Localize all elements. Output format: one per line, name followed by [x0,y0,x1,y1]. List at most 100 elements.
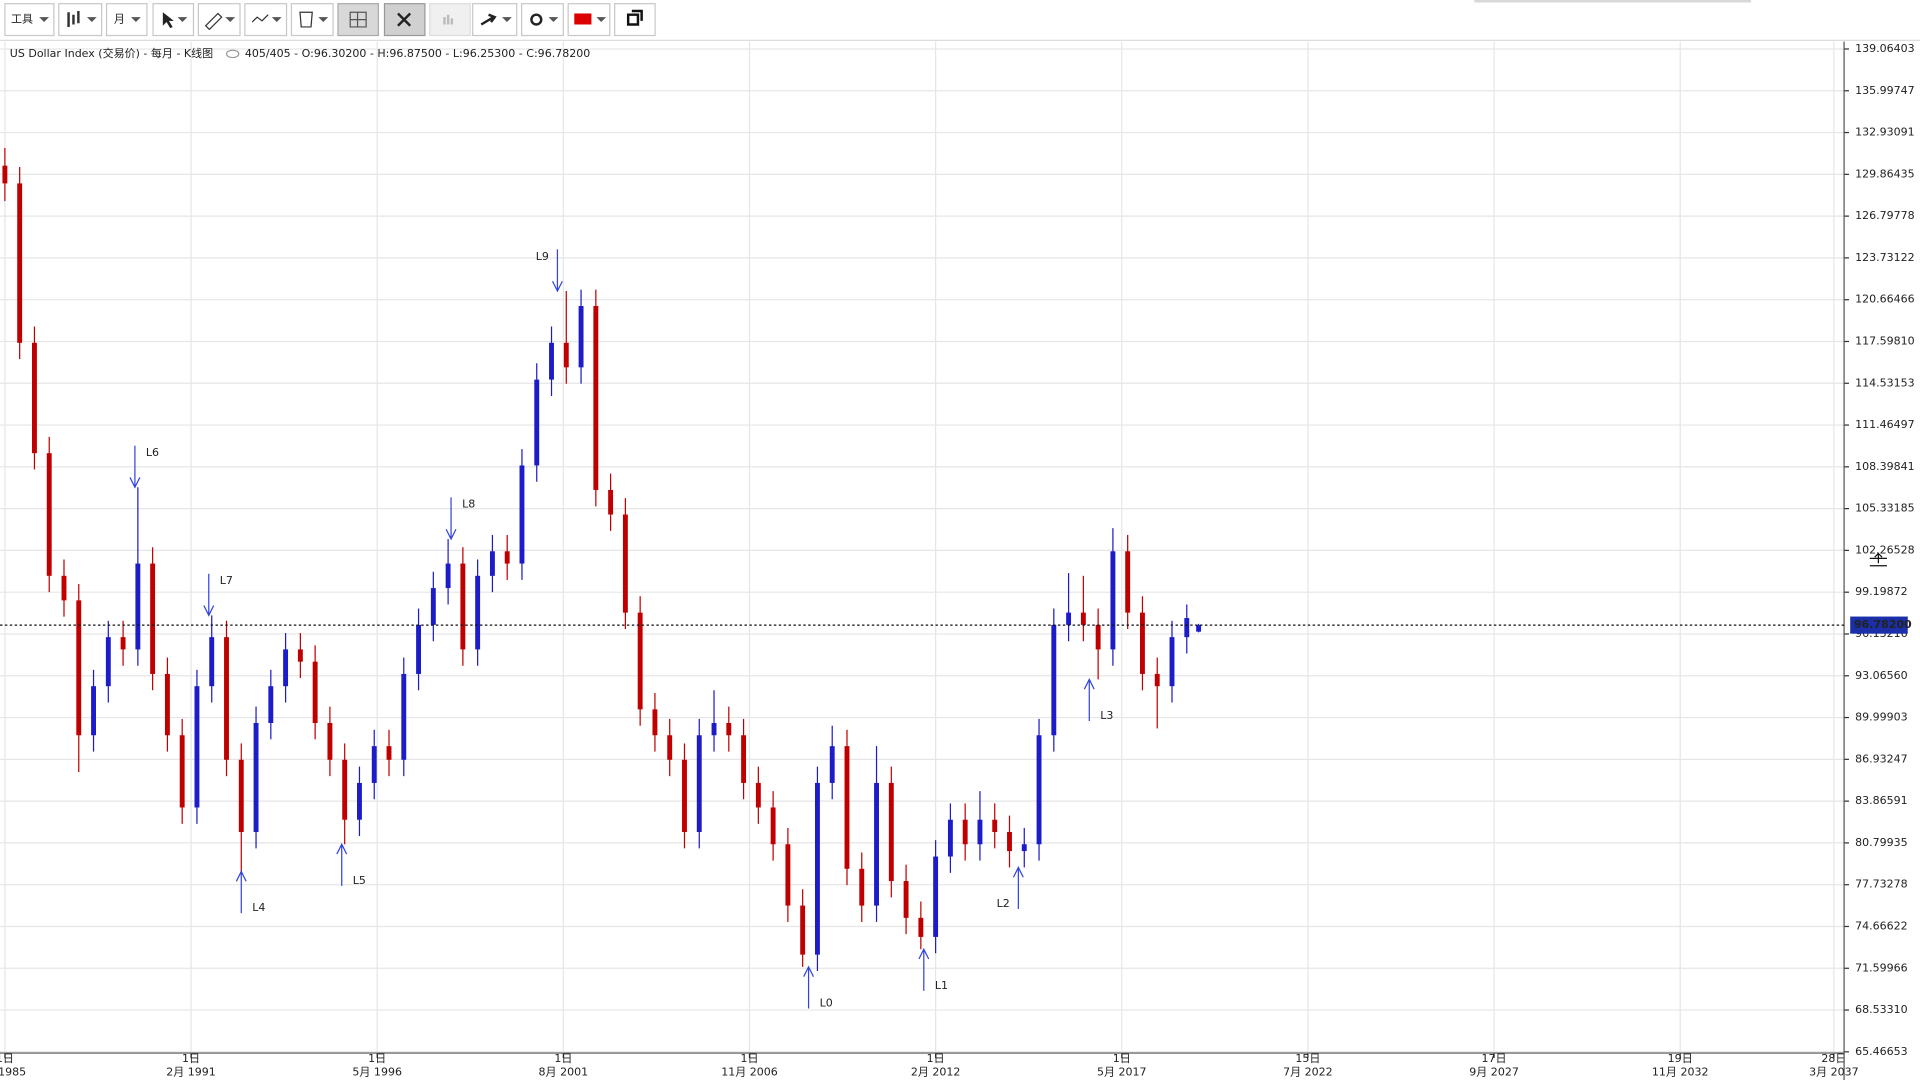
candle-body [179,735,185,808]
annotation-label: L1 [935,979,948,992]
x-tick-day: 15日 [1295,1052,1320,1065]
candle-body [327,722,333,760]
visibility-icon[interactable] [225,49,240,59]
candle-body [563,342,569,368]
candle-body [933,856,939,937]
candle-body [1125,551,1131,613]
candle-body [46,453,52,576]
candle-body [1036,735,1042,845]
x-tick-day: 1日 [182,1052,200,1065]
dropdown-caret [131,17,141,23]
candle-body [859,868,865,906]
annotation-arrow [551,249,563,293]
arrow-button[interactable] [472,3,518,37]
candle-body [1169,637,1175,687]
candle-body [1007,831,1012,852]
y-tick-label: 99.19872 [1855,585,1908,598]
x-tick-month: 9月 2027 [1469,1066,1519,1079]
candle-body [1184,618,1190,638]
y-tick-label: 86.93247 [1855,752,1908,765]
candle-body [253,722,259,832]
candle-body [1154,673,1160,687]
x-tick-month: 2月 2012 [911,1066,961,1079]
y-tick-label: 68.53310 [1855,1003,1908,1016]
x-tick-month: 月 1985 [0,1066,26,1079]
indicator-button[interactable] [244,3,288,37]
y-tick-label: 108.39841 [1855,460,1915,473]
y-tick-label: 77.73278 [1855,878,1908,891]
pencil-icon [204,12,223,31]
annotation-arrow [1012,866,1024,910]
x-tick-month: 5月 2017 [1097,1066,1147,1079]
period-label[interactable]: 月 [114,13,125,26]
candle-body [238,759,244,832]
candle-body [903,881,909,918]
y-tick-label: 139.06403 [1855,42,1915,55]
trash-icon [299,11,313,28]
candle-body [1066,612,1072,625]
indicator-icon [251,14,269,23]
candle-body [1110,551,1116,650]
y-tick-label: 71.59966 [1855,961,1908,974]
candle-body [637,612,643,710]
ohlc-info: 405/405 - O:96.30200 - H:96.87500 - L:96… [245,47,590,60]
period-button[interactable] [105,3,148,37]
candle-body [977,819,983,845]
y-tick-label: 89.99903 [1855,711,1908,724]
dropdown-caret [39,17,49,23]
candle-body [947,819,953,857]
settings-button[interactable] [521,3,564,37]
annotation-arrow [203,573,215,617]
y-tick-label: 102.26528 [1855,543,1915,556]
window-button[interactable] [614,3,656,37]
volume-button[interactable] [429,3,471,37]
candle-body [696,735,702,832]
candle-body [874,782,879,906]
chart-type-button[interactable] [58,3,103,37]
dropdown-caret [86,17,97,23]
settings-icon [530,13,543,26]
annotation-arrow [803,965,815,1009]
cursor-button[interactable] [152,3,195,37]
arrow-icon [480,13,497,26]
x-tick-day: 1日 [927,1052,945,1065]
candle-body [135,563,141,650]
candle-body [150,563,156,674]
x-tick-month: 8月 2001 [539,1066,589,1079]
y-tick-label: 126.79778 [1855,209,1915,222]
candle-body [1051,624,1057,736]
candle-body [76,600,82,736]
x-tick-month: 11月 2006 [721,1066,778,1079]
annotation-label: L9 [536,250,549,263]
candle-body [445,563,451,589]
candle-body [844,746,850,869]
scale-icon[interactable] [1869,552,1887,567]
annotation-label: L3 [1100,709,1113,722]
annotation-arrow [445,497,457,541]
tool-menu-label[interactable]: 工具 [11,13,33,26]
candle-body [534,379,540,466]
grid-icon [349,11,367,28]
candle-body [829,746,835,783]
x-tick-day: 28日 [1821,1052,1846,1065]
toolbar: 工具 月 [0,0,1920,42]
y-tick-label: 111.46497 [1855,418,1915,431]
chart-title: US Dollar Index (交易价) - 每月 - K线图 [10,46,213,60]
x-tick-month: 5月 1996 [352,1066,402,1079]
candle-body [741,735,747,783]
x-tick-day: 19日 [1668,1052,1693,1065]
candle-body [504,551,510,564]
window-icon [626,9,643,26]
candle-body [785,844,791,906]
y-tick-label: 93.06560 [1855,669,1908,682]
annotation-label: L5 [353,874,366,887]
candle-body [1080,612,1086,625]
annotation-label: L6 [146,446,159,459]
dropdown-caret [177,17,188,23]
plot-area: 139.06403 135.99747 132.93091 129.86435 126.… [0,41,1915,1080]
candle-body [962,819,968,845]
candle-body [31,342,37,454]
candle-body [268,686,274,723]
y-tick-label: 74.66622 [1855,919,1908,932]
